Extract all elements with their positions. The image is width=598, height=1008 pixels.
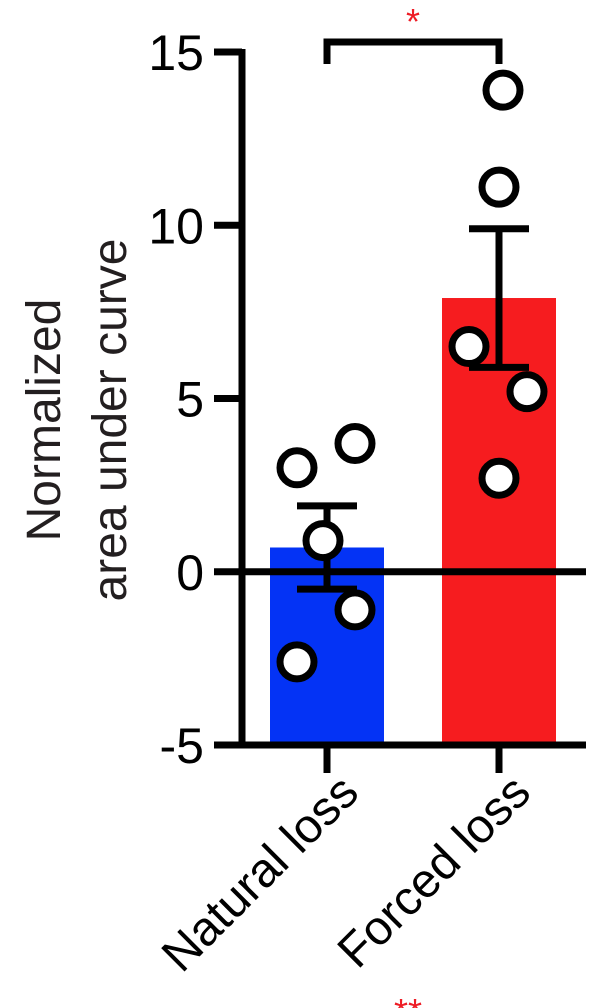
significance-layer: *** <box>323 1 503 1008</box>
y-tick-label: -5 <box>160 718 204 774</box>
y-axis-label-line: area under curve <box>84 239 137 602</box>
data-point <box>448 326 490 368</box>
data-point <box>334 423 376 465</box>
axis-labels-layer: Normalized area under curve <box>18 239 137 602</box>
significance-label: * <box>406 1 420 42</box>
data-point <box>478 166 520 208</box>
y-tick-label: 10 <box>148 198 204 254</box>
data-point <box>334 589 376 631</box>
data-point <box>276 641 318 683</box>
y-tick-label: 0 <box>176 545 204 601</box>
data-points-layer <box>276 69 548 683</box>
y-tick-label: 5 <box>176 372 204 428</box>
data-point <box>478 457 520 499</box>
y-tick-label: 15 <box>148 25 204 81</box>
significance-bracket <box>323 38 503 64</box>
data-point <box>276 447 318 489</box>
extra-significance-label: ** <box>394 991 422 1008</box>
y-axis: -5 0 5 10 15 <box>148 25 246 774</box>
y-axis-label: Normalized area under curve <box>18 239 137 602</box>
y-axis-label-line: Normalized <box>18 299 71 542</box>
bar-forced-loss <box>442 298 556 745</box>
data-point <box>302 520 344 562</box>
data-point <box>506 371 548 413</box>
data-point <box>482 69 524 111</box>
